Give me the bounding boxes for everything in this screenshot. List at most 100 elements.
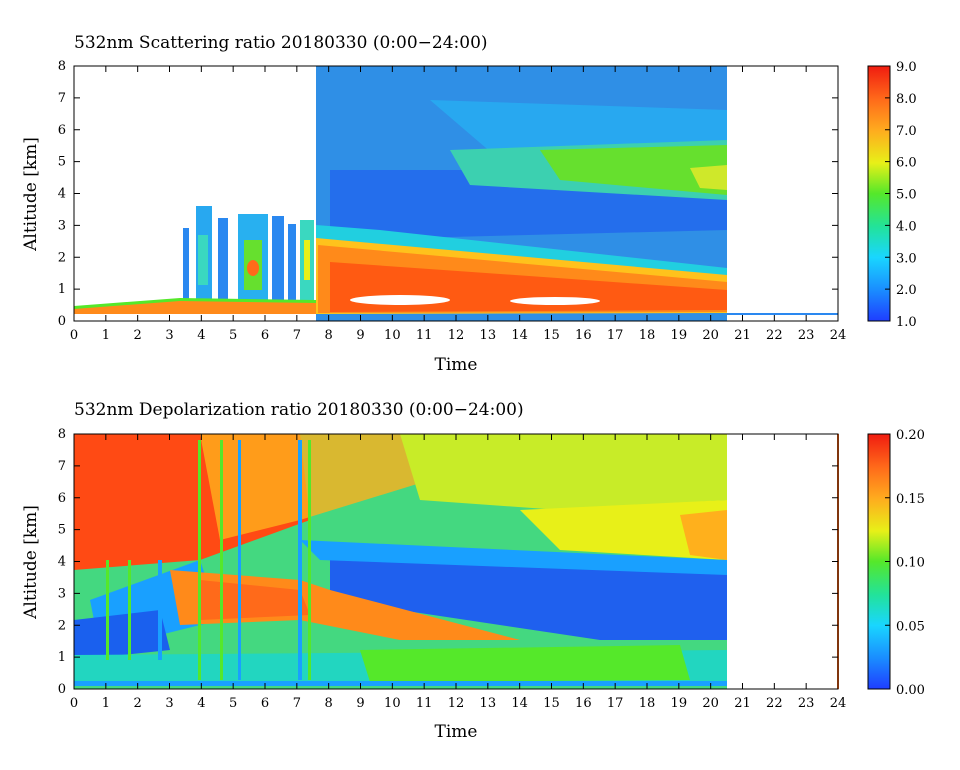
x-tick-label: 22 <box>766 696 783 711</box>
x-tick-label: 24 <box>830 328 847 343</box>
x-tick-label: 24 <box>830 696 847 711</box>
y-tick-label: 8 <box>58 59 66 74</box>
y-axis-label: Altitude [km] <box>21 137 41 252</box>
x-tick-label: 0 <box>70 328 78 343</box>
x-tick-label: 9 <box>356 696 364 711</box>
x-tick-label: 7 <box>293 328 301 343</box>
colorbar-ticks: 0.00 0.05 0.10 0.15 0.20 <box>885 428 925 698</box>
colorbar-tick-label: 0.10 <box>896 556 925 571</box>
chart-title: 532nm Scattering ratio 20180330 (0:00−24… <box>74 33 488 53</box>
y-ticks: 0 1 2 3 4 5 6 7 8 <box>58 59 838 329</box>
y-tick-label: 7 <box>58 91 66 106</box>
x-tick-label: 2 <box>134 696 142 711</box>
x-tick-label: 2 <box>134 328 142 343</box>
y-tick-label: 3 <box>58 586 66 601</box>
y-tick-label: 1 <box>58 282 66 297</box>
x-tick-label: 13 <box>480 696 497 711</box>
y-tick-label: 5 <box>58 155 66 170</box>
x-tick-label: 17 <box>607 696 624 711</box>
x-tick-label: 18 <box>639 328 656 343</box>
x-tick-label: 11 <box>416 696 433 711</box>
clean-band <box>330 560 727 640</box>
x-ticks: 0 1 2 3 4 5 6 7 8 9 10 11 12 13 14 15 16 17 18 19 20 21 22 23 24 <box>70 434 846 711</box>
x-tick-label: 15 <box>543 328 560 343</box>
x-tick-label: 14 <box>511 696 528 711</box>
y-tick-label: 8 <box>58 427 66 442</box>
x-tick-label: 19 <box>671 328 688 343</box>
heatmap-image <box>74 66 838 321</box>
colorbar-tick-label: 0.05 <box>896 619 925 634</box>
x-tick-label: 14 <box>511 328 528 343</box>
y-tick-label: 0 <box>58 314 66 329</box>
elevated-layer <box>520 500 727 560</box>
x-tick-label: 1 <box>102 328 110 343</box>
colorbar-tick-label: 0.20 <box>896 428 925 443</box>
x-tick-label: 3 <box>165 696 173 711</box>
colorbar-tick-label: 0.00 <box>896 683 925 698</box>
x-tick-label: 17 <box>607 328 624 343</box>
x-tick-label: 10 <box>384 696 401 711</box>
x-tick-label: 4 <box>197 328 205 343</box>
cloud-columns <box>183 206 314 308</box>
colorbar-tick-label: 6.0 <box>896 156 917 171</box>
x-tick-label: 16 <box>575 696 592 711</box>
x-tick-label: 3 <box>165 328 173 343</box>
x-tick-label: 9 <box>356 328 364 343</box>
x-tick-label: 22 <box>766 328 783 343</box>
x-tick-label: 12 <box>448 328 465 343</box>
x-tick-label: 6 <box>261 328 269 343</box>
chart-title: 532nm Depolarization ratio 20180330 (0:0… <box>74 400 524 420</box>
y-tick-label: 3 <box>58 218 66 233</box>
y-tick-label: 4 <box>58 187 66 202</box>
x-tick-label: 19 <box>671 696 688 711</box>
x-tick-label: 15 <box>543 696 560 711</box>
y-tick-label: 2 <box>58 618 66 633</box>
x-ticks: 0 1 2 3 4 5 6 7 8 9 10 11 12 13 14 15 16 17 18 19 20 21 22 23 24 <box>70 66 846 343</box>
x-tick-label: 7 <box>293 696 301 711</box>
x-tick-label: 23 <box>798 696 815 711</box>
y-tick-label: 1 <box>58 650 66 665</box>
x-tick-label: 23 <box>798 328 815 343</box>
x-tick-label: 6 <box>261 696 269 711</box>
y-tick-label: 5 <box>58 523 66 538</box>
x-tick-label: 8 <box>325 328 333 343</box>
y-ticks: 0 1 2 3 4 5 6 7 8 <box>58 427 838 697</box>
x-tick-label: 20 <box>702 328 719 343</box>
y-tick-label: 7 <box>58 459 66 474</box>
colorbar-tick-label: 2.0 <box>896 283 917 298</box>
x-tick-label: 11 <box>416 328 433 343</box>
x-tick-label: 18 <box>639 696 656 711</box>
x-tick-label: 1 <box>102 696 110 711</box>
y-tick-label: 2 <box>58 250 66 265</box>
y-tick-label: 6 <box>58 123 66 138</box>
x-tick-label: 5 <box>229 696 237 711</box>
colorbar-tick-label: 7.0 <box>896 124 917 139</box>
colorbar-tick-label: 0.15 <box>896 492 925 507</box>
x-tick-label: 20 <box>702 696 719 711</box>
x-tick-label: 5 <box>229 328 237 343</box>
x-tick-label: 13 <box>480 328 497 343</box>
x-tick-label: 4 <box>197 696 205 711</box>
x-tick-label: 12 <box>448 696 465 711</box>
colorbar-tick-label: 4.0 <box>896 219 917 234</box>
x-tick-label: 16 <box>575 328 592 343</box>
x-tick-label: 21 <box>734 696 751 711</box>
x-tick-label: 21 <box>734 328 751 343</box>
x-tick-label: 10 <box>384 328 401 343</box>
y-tick-label: 6 <box>58 491 66 506</box>
colorbar-ticks: 1.0 2.0 3.0 4.0 5.0 6.0 7.0 8.0 9.0 <box>885 60 917 330</box>
x-axis-label: Time <box>435 355 478 375</box>
colorbar-tick-label: 3.0 <box>896 251 917 266</box>
depolarization-ratio-panel: 532nm Depolarization ratio 20180330 (0:0… <box>21 400 925 742</box>
x-tick-label: 8 <box>325 696 333 711</box>
scattering-ratio-panel: 532nm Scattering ratio 20180330 (0:00−24… <box>21 33 917 375</box>
y-axis-label: Altitude [km] <box>21 505 41 620</box>
x-tick-label: 0 <box>70 696 78 711</box>
x-axis-label: Time <box>435 722 478 742</box>
cloud-streaks <box>106 440 311 680</box>
colorbar-tick-label: 9.0 <box>896 60 917 75</box>
heatmap-image <box>74 434 839 689</box>
y-tick-label: 4 <box>58 555 66 570</box>
colorbar-tick-label: 8.0 <box>896 92 917 107</box>
